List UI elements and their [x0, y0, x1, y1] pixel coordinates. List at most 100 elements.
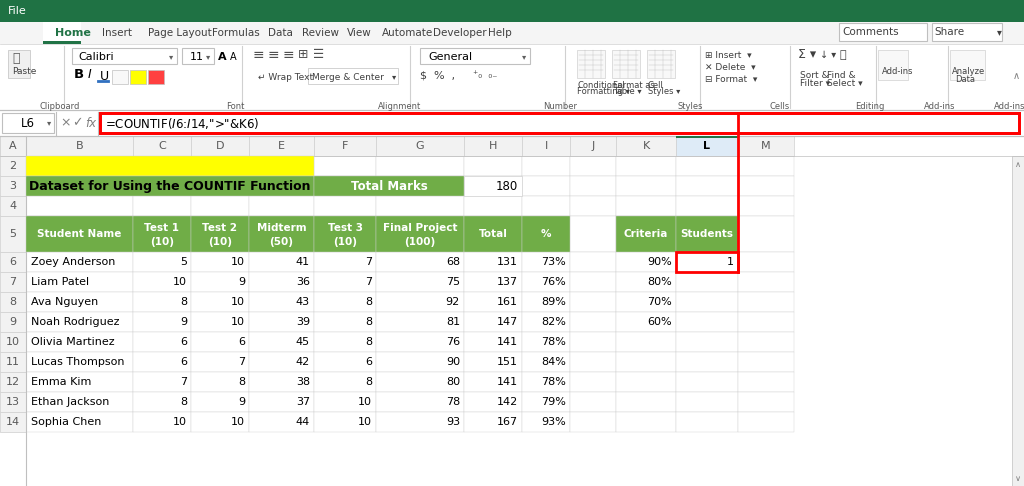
Text: Cells: Cells [770, 102, 791, 110]
Bar [191, 392, 249, 412]
Text: Emma Kim: Emma Kim [31, 377, 91, 387]
Bar [26, 412, 133, 432]
Text: 🔍: 🔍 [840, 50, 847, 60]
Bar [0, 252, 26, 272]
Bar [464, 216, 522, 252]
Bar [676, 252, 738, 272]
Bar [464, 176, 522, 196]
Text: ≡: ≡ [253, 48, 264, 62]
Text: 39: 39 [296, 317, 310, 327]
Bar [0, 412, 26, 432]
Text: ⁺₀  ₀₋: ⁺₀ ₀₋ [473, 70, 498, 80]
Bar [133, 156, 191, 176]
Text: Total Marks: Total Marks [350, 179, 427, 192]
Text: 8: 8 [238, 377, 245, 387]
Bar [191, 412, 249, 432]
Text: F: F [342, 141, 348, 151]
Bar [376, 136, 464, 156]
Text: Paste: Paste [12, 68, 37, 76]
Text: General: General [428, 52, 472, 62]
Text: 10: 10 [231, 417, 245, 427]
Bar [522, 412, 570, 432]
Text: 10: 10 [173, 417, 187, 427]
Text: 14: 14 [6, 417, 20, 427]
Text: 7: 7 [180, 377, 187, 387]
Bar [738, 196, 794, 216]
Bar [100, 113, 1019, 133]
Text: Cell: Cell [648, 82, 664, 90]
Text: (100): (100) [404, 237, 435, 247]
Bar [570, 216, 616, 252]
Text: Σ ▾: Σ ▾ [798, 49, 816, 62]
Bar [0, 216, 26, 252]
Text: 76%: 76% [542, 277, 566, 287]
Text: Add-ins: Add-ins [925, 102, 955, 110]
Bar [616, 412, 676, 432]
Text: 6: 6 [180, 357, 187, 367]
Bar [522, 272, 570, 292]
Bar [376, 252, 464, 272]
Bar [420, 48, 530, 64]
Bar [616, 312, 676, 332]
Text: 5: 5 [180, 257, 187, 267]
Text: 92: 92 [445, 297, 460, 307]
Bar [43, 41, 81, 44]
Bar [0, 312, 26, 332]
Text: 73%: 73% [542, 257, 566, 267]
Bar [738, 272, 794, 292]
Text: Page Layout: Page Layout [148, 28, 212, 38]
Bar [570, 292, 616, 312]
Text: Analyze: Analyze [952, 68, 985, 76]
Text: Review: Review [302, 28, 339, 38]
Bar [738, 412, 794, 432]
Bar [249, 352, 314, 372]
Bar [522, 392, 570, 412]
Bar [249, 292, 314, 312]
Text: (10): (10) [333, 237, 357, 247]
Text: Students: Students [681, 229, 733, 239]
Bar [0, 110, 1024, 136]
Text: Ava Nguyen: Ava Nguyen [31, 297, 98, 307]
Bar [522, 332, 570, 352]
Text: 7: 7 [365, 277, 372, 287]
Text: 89%: 89% [541, 297, 566, 307]
Text: Styles: Styles [677, 102, 702, 110]
Bar [314, 312, 376, 332]
Text: C: C [158, 141, 166, 151]
Bar [191, 312, 249, 332]
Text: 161: 161 [497, 297, 518, 307]
Bar [464, 272, 522, 292]
Text: Clipboard: Clipboard [40, 102, 80, 110]
Text: Format as: Format as [613, 82, 654, 90]
Text: 141: 141 [497, 377, 518, 387]
Bar [522, 312, 570, 332]
Bar [522, 216, 570, 252]
Bar [570, 312, 616, 332]
Bar [249, 252, 314, 272]
Bar [0, 332, 26, 352]
Bar [26, 392, 133, 412]
Bar [0, 136, 1024, 486]
Bar [0, 136, 1024, 442]
Text: 8: 8 [365, 337, 372, 347]
Bar [616, 136, 676, 156]
Text: 93%: 93% [542, 417, 566, 427]
Text: E: E [278, 141, 285, 151]
Text: 8: 8 [365, 297, 372, 307]
Text: 137: 137 [497, 277, 518, 287]
Bar [0, 312, 26, 332]
Text: 44: 44 [296, 417, 310, 427]
Bar [191, 216, 249, 252]
Bar [0, 272, 26, 292]
Text: 84%: 84% [541, 357, 566, 367]
Text: ↓ ▾: ↓ ▾ [820, 50, 837, 60]
Bar [314, 216, 376, 252]
Bar [616, 176, 676, 196]
Text: Sophia Chen: Sophia Chen [31, 417, 101, 427]
Bar [249, 372, 314, 392]
Text: 4: 4 [9, 201, 16, 211]
Text: 60%: 60% [647, 317, 672, 327]
Text: B: B [76, 141, 83, 151]
Text: 142: 142 [497, 397, 518, 407]
Bar [464, 196, 522, 216]
